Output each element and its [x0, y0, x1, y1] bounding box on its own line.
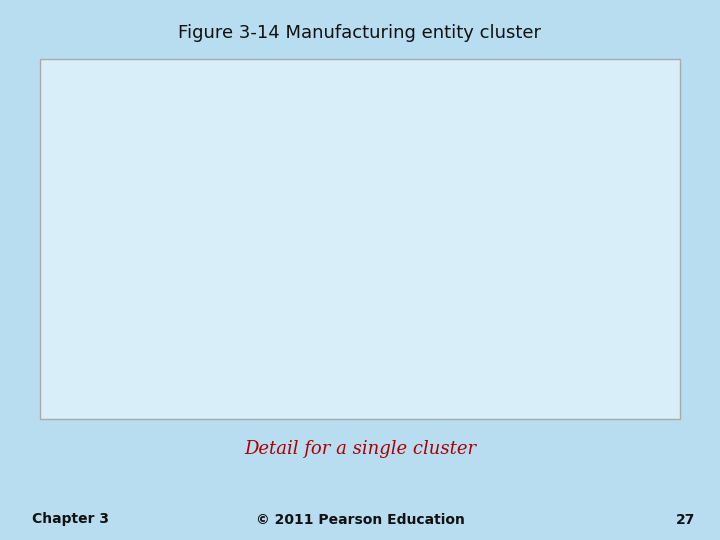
Text: Detail for a single cluster: Detail for a single cluster: [244, 440, 476, 458]
Text: Employee Type: Employee Type: [363, 217, 420, 225]
Text: "M": "M": [202, 284, 217, 293]
Bar: [577, 174, 670, 268]
Text: Employee Type: Employee Type: [427, 268, 491, 278]
Bar: [379, 307, 552, 397]
Bar: [200, 174, 296, 268]
Text: WORK CENTER: WORK CENTER: [523, 84, 586, 93]
Text: MANAGEMENT EMPLOYEE: MANAGEMENT EMPLOYEE: [161, 315, 258, 324]
Bar: [66, 174, 171, 268]
Text: UNION EMPLOYEE: UNION EMPLOYEE: [432, 315, 499, 324]
Text: SKILL: SKILL: [107, 183, 130, 192]
Text: 27: 27: [675, 512, 695, 526]
Text: Supervises: Supervises: [320, 377, 361, 386]
Bar: [117, 307, 302, 397]
Text: d: d: [389, 268, 395, 278]
Text: EMPLOYEE: EMPLOYEE: [369, 123, 415, 132]
Bar: [478, 77, 631, 157]
Bar: [309, 110, 475, 246]
Text: Chapter 3: Chapter 3: [32, 512, 109, 526]
Text: WORKS IN: WORKS IN: [602, 183, 645, 192]
Text: Figure 3-14 Manufacturing entity cluster: Figure 3-14 Manufacturing entity cluster: [179, 24, 541, 42]
Text: © 2011 Pearson Education: © 2011 Pearson Education: [256, 512, 464, 526]
Text: HAS SKILL: HAS SKILL: [227, 183, 269, 192]
Text: "U": "U": [458, 284, 473, 293]
